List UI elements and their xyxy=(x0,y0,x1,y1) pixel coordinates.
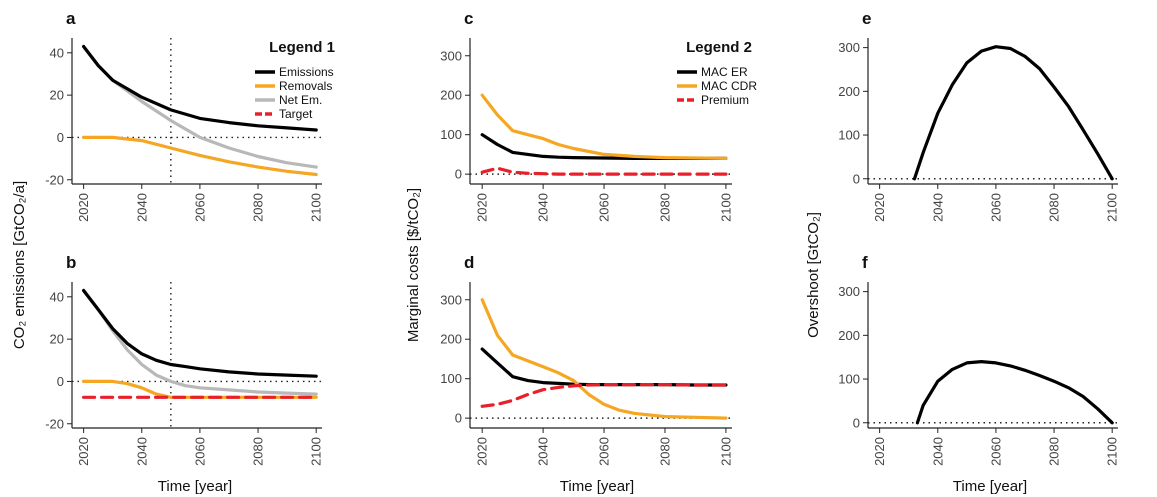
y-tick-label: 100 xyxy=(838,128,860,143)
series-line-c-mac-cdr xyxy=(480,93,728,160)
x-tick-label: 2040 xyxy=(930,437,945,466)
panel-d: d 0 100 200 300 2020 2040 2060 2080 2100 xyxy=(440,253,733,466)
series-line-d-mac-er xyxy=(480,347,728,387)
x-label-col1: Time [year] xyxy=(158,478,232,495)
y-tick-label: 200 xyxy=(440,88,462,103)
panel-letter-d: d xyxy=(464,253,474,272)
series-line-a-emissions xyxy=(82,44,318,132)
legend-title: Legend 2 xyxy=(686,39,752,56)
y-label-emissions: CO₂ emissions [GtCO₂/a] xyxy=(11,181,28,349)
series-line-f-overshoot xyxy=(915,360,1114,425)
x-tick-label: 2040 xyxy=(134,437,149,466)
y-tick-label: 200 xyxy=(838,328,860,343)
panel-letter-b: b xyxy=(66,253,76,272)
x-tick-label: 2020 xyxy=(872,193,887,222)
x-tick-label: 2060 xyxy=(192,193,207,222)
x-tick-label: 2060 xyxy=(597,193,612,222)
legend-entry-label: Emissions xyxy=(279,65,334,79)
series-line-a-removals xyxy=(82,135,318,177)
x-tick-label: 2040 xyxy=(536,193,551,222)
series-line-d-mac-cdr xyxy=(480,298,728,420)
x-tick-label: 2060 xyxy=(988,437,1003,466)
x-tick-label: 2020 xyxy=(76,193,91,222)
y-tick-label: 0 xyxy=(57,130,64,145)
y-tick-label: 300 xyxy=(440,292,462,307)
series-line-b-net-em- xyxy=(82,288,318,396)
legend-title: Legend 1 xyxy=(269,39,335,56)
legend-entry-label: MAC CDR xyxy=(701,79,757,93)
panel-letter-e: e xyxy=(862,9,871,28)
y-tick-label: 0 xyxy=(853,415,860,430)
y-tick-label: 0 xyxy=(455,411,462,426)
y-tick-label: -20 xyxy=(45,172,64,187)
y-tick-label: 100 xyxy=(440,371,462,386)
x-tick-label: 2060 xyxy=(988,193,1003,222)
panel-letter-c: c xyxy=(464,9,473,28)
x-tick-label: 2060 xyxy=(597,437,612,466)
panel-letter-a: a xyxy=(66,9,76,28)
legend-entry-label: Net Em. xyxy=(279,93,322,107)
x-tick-label: 2100 xyxy=(718,437,733,466)
x-tick-label: 2100 xyxy=(1105,193,1120,222)
x-label-col3: Time [year] xyxy=(953,478,1027,495)
x-label-col2: Time [year] xyxy=(560,478,634,495)
x-tick-label: 2100 xyxy=(309,437,324,466)
x-tick-label: 2040 xyxy=(134,193,149,222)
x-tick-label: 2080 xyxy=(1047,193,1062,222)
y-tick-label: 300 xyxy=(440,48,462,63)
legend-entry-label: MAC ER xyxy=(701,65,748,79)
x-tick-label: 2100 xyxy=(718,193,733,222)
y-tick-label: -20 xyxy=(45,416,64,431)
series-line-c-premium xyxy=(480,166,728,176)
x-tick-label: 2020 xyxy=(76,437,91,466)
x-tick-label: 2080 xyxy=(251,437,266,466)
series-line-e-overshoot xyxy=(912,45,1114,181)
y-tick-label: 40 xyxy=(50,289,64,304)
panel-e: e 0 100 200 300 2020 2040 2060 2080 2100 xyxy=(838,9,1119,222)
y-tick-label: 100 xyxy=(838,372,860,387)
y-tick-label: 0 xyxy=(455,167,462,182)
x-tick-label: 2040 xyxy=(930,193,945,222)
panel-c: c 0 100 200 300 2020 2040 2060 2080 2100 xyxy=(440,9,733,222)
x-tick-label: 2020 xyxy=(475,193,490,222)
y-tick-label: 0 xyxy=(57,374,64,389)
series-line-b-emissions xyxy=(82,288,318,378)
y-tick-label: 200 xyxy=(838,84,860,99)
panel-f: f 0 100 200 300 2020 2040 2060 2080 2100 xyxy=(838,253,1119,466)
y-tick-label: 40 xyxy=(50,45,64,60)
x-tick-label: 2020 xyxy=(872,437,887,466)
y-tick-label: 300 xyxy=(838,40,860,55)
x-tick-label: 2100 xyxy=(1105,437,1120,466)
x-tick-label: 2080 xyxy=(1047,437,1062,466)
y-tick-label: 100 xyxy=(440,127,462,142)
figure-labels: CO₂ emissions [GtCO₂/a] Marginal costs [… xyxy=(11,181,1027,495)
x-tick-label: 2040 xyxy=(536,437,551,466)
y-label-costs: Marginal costs [$/tCO₂] xyxy=(405,188,422,342)
y-label-overshoot: Overshoot [GtCO₂] xyxy=(805,212,822,338)
y-tick-label: 20 xyxy=(50,332,64,347)
x-tick-label: 2080 xyxy=(657,193,672,222)
x-tick-label: 2080 xyxy=(657,437,672,466)
legend-entry-label: Target xyxy=(279,107,313,121)
series-line-d-premium xyxy=(480,383,728,408)
legend-entry-label: Premium xyxy=(701,93,749,107)
y-tick-label: 20 xyxy=(50,88,64,103)
y-tick-label: 200 xyxy=(440,332,462,347)
x-tick-label: 2080 xyxy=(251,193,266,222)
legend-entry-label: Removals xyxy=(279,79,332,93)
panel-letter-f: f xyxy=(862,253,868,272)
x-tick-label: 2100 xyxy=(309,193,324,222)
x-tick-label: 2060 xyxy=(192,437,207,466)
y-tick-label: 300 xyxy=(838,284,860,299)
y-tick-label: 0 xyxy=(853,171,860,186)
x-tick-label: 2020 xyxy=(475,437,490,466)
